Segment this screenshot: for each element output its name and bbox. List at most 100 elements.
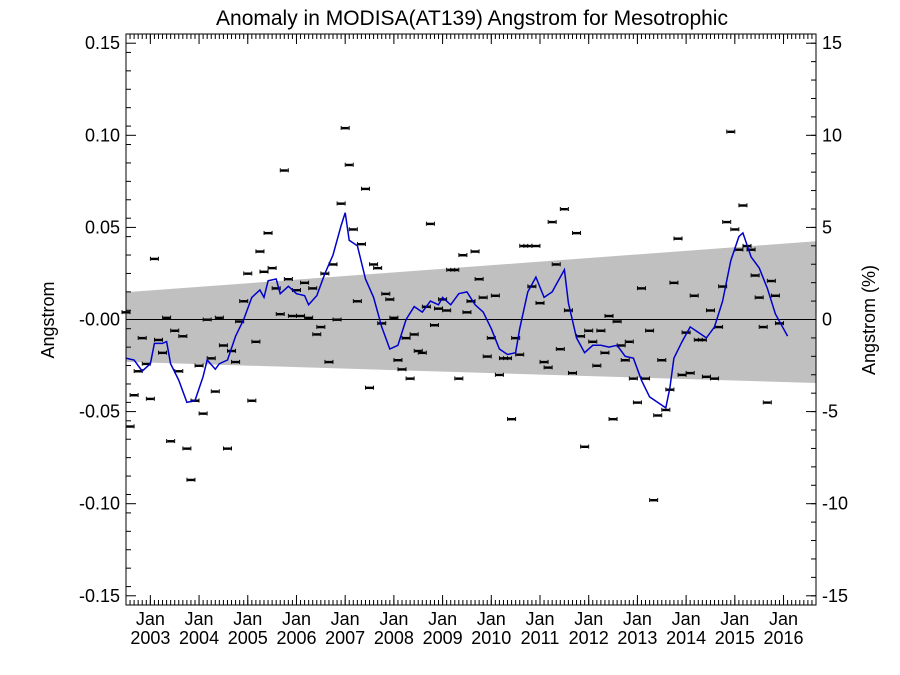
data-point xyxy=(263,230,273,235)
y-tick-left-label: 0.05 xyxy=(85,217,120,237)
data-point-mark xyxy=(142,362,150,366)
data-point xyxy=(559,206,569,211)
data-point xyxy=(645,328,655,333)
data-point xyxy=(352,299,362,304)
data-point-mark xyxy=(491,294,499,297)
data-point-mark xyxy=(439,298,447,301)
x-tick-label-month: Jan xyxy=(233,609,262,629)
data-point xyxy=(231,359,241,364)
y-axis-left-label: Angstrom xyxy=(38,281,58,358)
data-point xyxy=(531,243,541,248)
x-tick-label-year: 2011 xyxy=(521,628,560,648)
data-point-mark xyxy=(256,250,264,253)
data-point-mark xyxy=(361,187,369,191)
x-tick-label-year: 2006 xyxy=(276,628,316,648)
y-tick-right-label: -15 xyxy=(822,586,848,606)
data-point-mark xyxy=(276,312,284,316)
data-point-mark xyxy=(126,425,134,428)
x-tick-label-month: Jan xyxy=(672,609,701,629)
y-axis-right-ticks: 15 10 5 0 -5 -10 -15 xyxy=(806,33,848,606)
x-tick-label-year: 2005 xyxy=(228,628,268,648)
data-point-mark xyxy=(232,360,240,364)
data-point xyxy=(243,271,253,276)
data-point xyxy=(624,339,634,344)
data-point-mark xyxy=(483,355,491,358)
data-point-mark xyxy=(609,417,617,421)
data-point xyxy=(429,323,439,328)
data-point xyxy=(186,477,196,482)
data-point-mark xyxy=(739,204,747,207)
data-point xyxy=(214,315,224,320)
data-point xyxy=(385,297,395,302)
data-point xyxy=(600,350,610,355)
data-point xyxy=(718,284,728,289)
data-point-mark xyxy=(650,499,658,502)
x-tick-label-month: Jan xyxy=(282,609,311,629)
data-point-mark xyxy=(605,314,613,318)
data-point-mark xyxy=(317,325,325,329)
data-point-mark xyxy=(625,340,633,344)
data-point-mark xyxy=(353,300,361,303)
data-point xyxy=(389,315,399,320)
data-point xyxy=(153,337,163,342)
x-tick-label-month: Jan xyxy=(428,609,457,629)
data-point-mark xyxy=(199,412,207,415)
data-point xyxy=(555,346,565,351)
data-point xyxy=(365,385,375,390)
x-tick-label-year: 2012 xyxy=(569,628,609,648)
data-point-mark xyxy=(512,336,520,340)
y-tick-right-label: -10 xyxy=(822,494,848,514)
data-point-mark xyxy=(698,338,706,342)
data-point-mark xyxy=(134,370,142,373)
y-tick-left-label: 0.15 xyxy=(85,33,120,53)
data-point-mark xyxy=(560,207,568,211)
data-point xyxy=(166,439,176,444)
x-tick-label-year: 2010 xyxy=(471,628,511,648)
data-point xyxy=(572,230,582,235)
data-point-mark xyxy=(370,263,378,266)
data-point-mark xyxy=(727,130,735,134)
data-point xyxy=(596,328,606,333)
data-point-mark xyxy=(658,359,666,362)
data-point-mark xyxy=(297,314,305,318)
data-points-layer xyxy=(121,125,784,503)
data-point-mark xyxy=(159,351,167,355)
data-point xyxy=(259,269,269,274)
data-point-mark xyxy=(219,344,227,347)
data-point xyxy=(239,299,249,304)
data-point xyxy=(604,313,614,318)
y-tick-left-label: -0.15 xyxy=(79,586,120,606)
data-point xyxy=(210,389,220,394)
data-point xyxy=(758,324,768,329)
data-point-mark xyxy=(402,336,410,340)
data-point xyxy=(222,446,232,451)
data-point-mark xyxy=(678,373,686,377)
data-point-mark xyxy=(236,320,244,323)
data-point-mark xyxy=(333,318,341,321)
data-point xyxy=(417,350,427,355)
data-point-mark xyxy=(430,324,438,327)
data-point-mark xyxy=(479,296,487,299)
x-tick-label-year: 2009 xyxy=(423,628,463,648)
data-point-mark xyxy=(723,220,731,224)
data-point-mark xyxy=(203,318,211,321)
data-point xyxy=(539,359,549,364)
data-point xyxy=(632,400,642,405)
data-point-mark xyxy=(731,228,739,231)
data-point xyxy=(689,293,699,298)
data-point-mark xyxy=(767,279,775,283)
y-tick-left-label: -0.10 xyxy=(79,494,120,514)
data-point xyxy=(766,278,776,283)
data-point xyxy=(612,319,622,324)
data-point xyxy=(669,280,679,285)
y-tick-right-label: -5 xyxy=(822,402,838,422)
data-point xyxy=(450,267,460,272)
data-point-mark xyxy=(345,163,353,167)
data-point xyxy=(535,300,545,305)
data-point-mark xyxy=(357,242,365,246)
data-point-mark xyxy=(771,294,779,297)
data-point-mark xyxy=(288,314,296,318)
data-point xyxy=(279,168,289,173)
data-point-mark xyxy=(751,274,759,277)
data-point-mark xyxy=(585,329,593,332)
